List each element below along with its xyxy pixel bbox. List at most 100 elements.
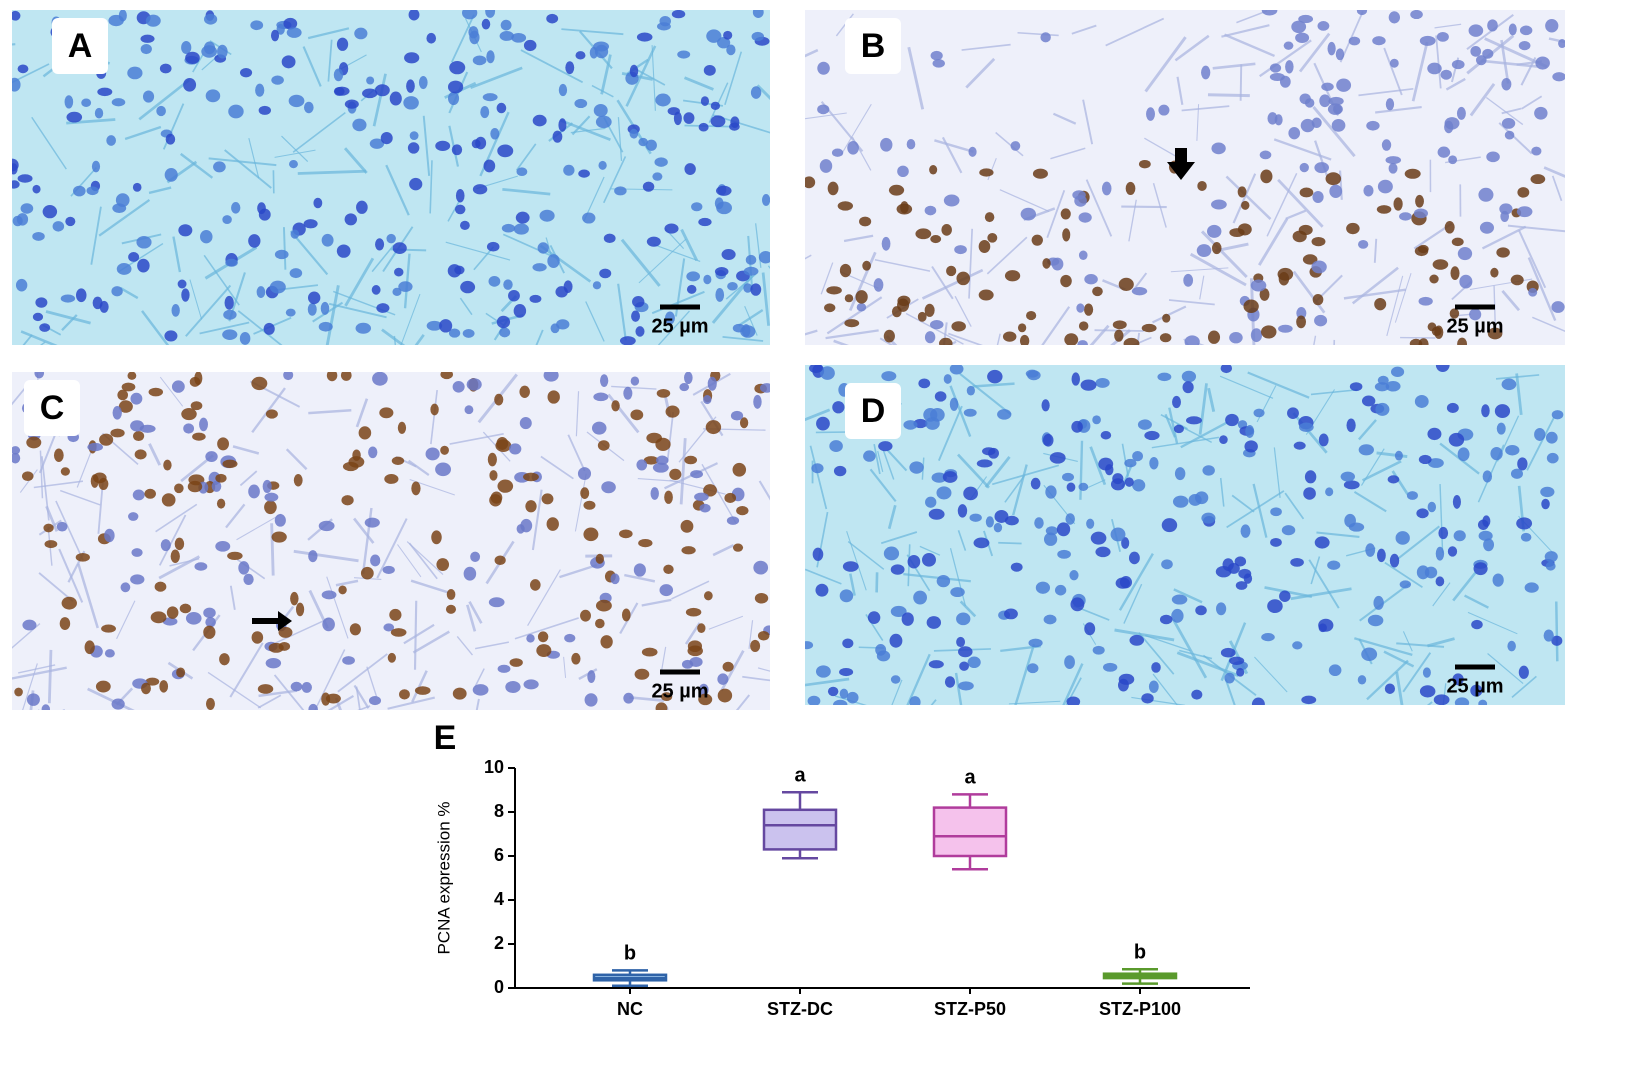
nucleus xyxy=(290,681,303,692)
fiber xyxy=(995,131,1024,157)
nucleus xyxy=(112,406,122,420)
nucleus xyxy=(1078,321,1089,331)
nucleus xyxy=(750,283,762,296)
nucleus xyxy=(406,79,415,93)
nucleus xyxy=(1243,573,1253,584)
nucleus xyxy=(694,492,709,502)
nucleus xyxy=(563,164,575,176)
fiber xyxy=(1079,440,1084,500)
nucleus xyxy=(1041,399,1050,412)
nucleus xyxy=(274,513,286,527)
nucleus xyxy=(525,500,537,513)
fiber xyxy=(355,398,369,428)
nucleus xyxy=(283,17,298,30)
nucleus xyxy=(110,428,125,438)
nucleus xyxy=(968,146,977,157)
nucleus xyxy=(1161,518,1178,533)
nucleus xyxy=(880,137,893,152)
fiber xyxy=(400,293,421,345)
nucleus xyxy=(931,472,947,483)
nucleus xyxy=(1418,296,1433,306)
nucleus xyxy=(656,388,671,398)
nucleus xyxy=(362,88,378,99)
fiber xyxy=(192,54,204,73)
nucleus xyxy=(370,554,381,567)
fiber xyxy=(1445,77,1466,91)
nucleus xyxy=(1064,655,1075,669)
nucleus xyxy=(839,688,849,699)
nucleus xyxy=(487,452,497,467)
nucleus xyxy=(591,421,607,435)
nucleus xyxy=(687,645,703,657)
nucleus xyxy=(384,473,399,484)
nucleus xyxy=(1066,482,1076,492)
nucleus xyxy=(223,309,237,320)
nucleus xyxy=(541,493,554,505)
nucleus xyxy=(1518,41,1531,51)
nucleus xyxy=(1377,548,1386,563)
nucleus xyxy=(134,449,147,460)
nucleus xyxy=(81,98,92,107)
nucleus xyxy=(356,200,368,214)
fiber xyxy=(20,330,58,345)
nucleus xyxy=(111,98,126,107)
nucleus xyxy=(680,519,694,533)
fiber xyxy=(371,244,395,273)
nucleus xyxy=(944,676,956,688)
nucleus xyxy=(495,439,512,452)
nucleus xyxy=(619,336,636,345)
nucleus xyxy=(710,115,726,128)
fiber xyxy=(758,480,770,501)
nucleus xyxy=(592,281,602,290)
fiber xyxy=(397,544,422,578)
nucleus xyxy=(354,27,368,40)
fiber xyxy=(1298,32,1331,73)
fiber xyxy=(468,600,483,624)
nucleus xyxy=(629,64,639,78)
fiber xyxy=(1254,656,1288,693)
nucleus xyxy=(372,372,388,386)
nucleus xyxy=(1374,382,1390,392)
fiber xyxy=(1131,696,1186,705)
nucleus xyxy=(881,236,891,251)
nucleus xyxy=(901,612,914,626)
nucleus xyxy=(321,233,334,247)
nucleus xyxy=(116,263,132,275)
nucleus xyxy=(1148,680,1159,693)
nucleus xyxy=(258,208,271,221)
nucleus xyxy=(529,294,542,303)
nucleus xyxy=(1431,326,1442,336)
fiber xyxy=(148,443,162,466)
nucleus xyxy=(1124,458,1137,468)
nucleus xyxy=(595,599,612,612)
fiber xyxy=(119,286,139,300)
fiber xyxy=(1426,701,1433,705)
nucleus xyxy=(925,496,937,508)
nucleus xyxy=(1336,78,1352,92)
nucleus xyxy=(1288,126,1301,140)
nucleus xyxy=(956,636,966,648)
nucleus xyxy=(655,437,671,451)
nucleus xyxy=(1376,205,1392,214)
fiber xyxy=(987,157,997,181)
nucleus xyxy=(1287,407,1299,420)
fiber xyxy=(834,695,867,705)
fiber xyxy=(203,254,240,306)
fiber xyxy=(273,674,305,710)
nucleus xyxy=(1042,258,1051,269)
nucleus xyxy=(1157,372,1172,382)
nucleus xyxy=(546,517,559,531)
nucleus xyxy=(654,157,668,167)
nucleus xyxy=(1510,274,1524,286)
nucleus xyxy=(846,691,859,704)
nucleus xyxy=(1416,508,1429,519)
nucleus xyxy=(447,91,460,106)
nucleus xyxy=(64,95,74,109)
nucleus xyxy=(43,523,54,533)
nucleus xyxy=(907,554,921,569)
nucleus xyxy=(529,579,541,591)
fiber xyxy=(805,48,819,58)
fiber xyxy=(742,675,770,682)
nucleus xyxy=(1361,647,1378,662)
fiber xyxy=(1498,122,1533,155)
